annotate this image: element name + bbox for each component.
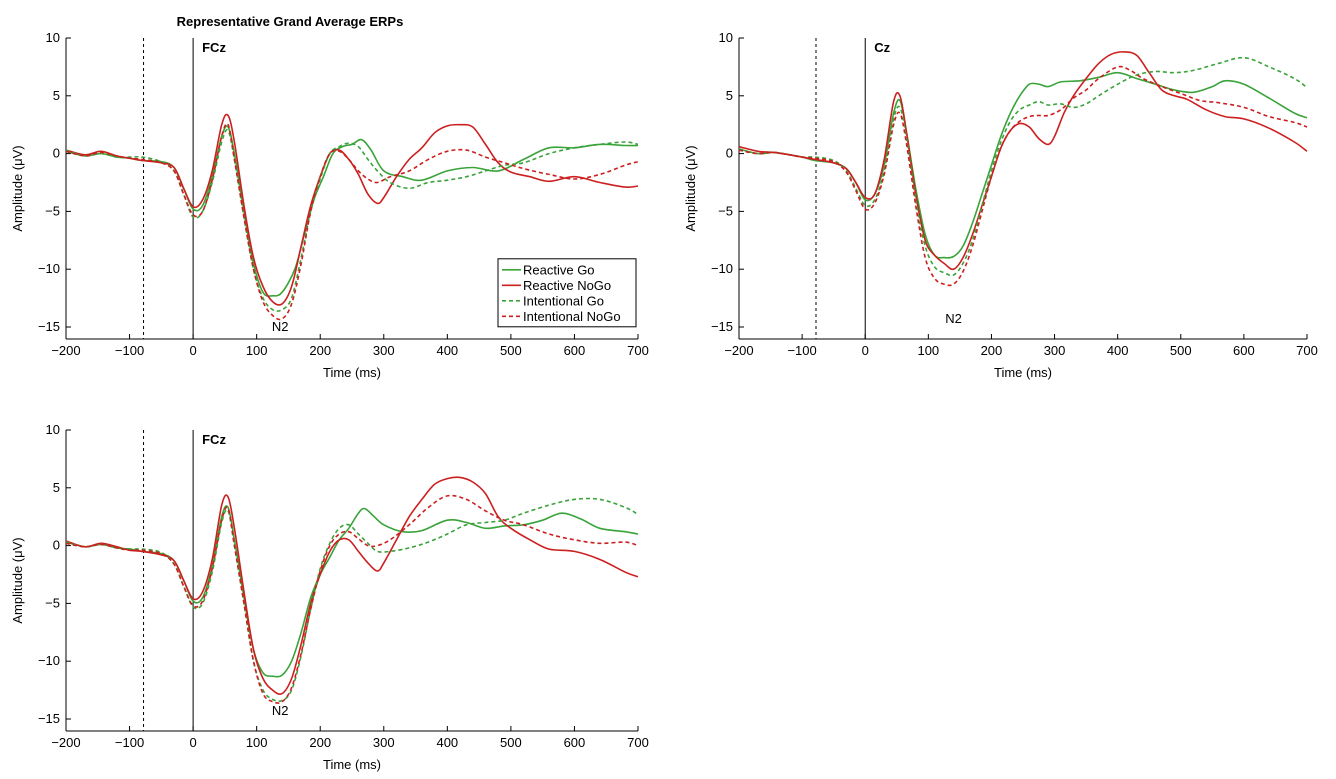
y-axis-label: Amplitude (μV) — [10, 537, 25, 623]
x-tick-label: 200 — [309, 343, 331, 358]
series-line-reactive-go — [65, 505, 639, 678]
x-tick-label: 100 — [917, 343, 939, 358]
x-tick-label: 500 — [500, 343, 522, 358]
y-tick-label: −15 — [38, 319, 60, 334]
y-tick-label: −5 — [45, 595, 60, 610]
y-tick-label: −15 — [711, 319, 733, 334]
panel-fcz-top: −200 −100 0 100 200 300 400 500 600 700 10 5 0 −5 −10 −… — [10, 30, 649, 380]
x-tick-label: 300 — [1044, 343, 1066, 358]
legend-label: Intentional Go — [523, 293, 604, 308]
x-tick-label: 0 — [862, 343, 869, 358]
y-tick-label: 0 — [53, 538, 60, 553]
channel-label: FCz — [202, 432, 226, 447]
y-axis-label: Amplitude (μV) — [10, 145, 25, 231]
series-line-intentional-nogo — [65, 494, 639, 704]
x-tick-label: 700 — [627, 735, 649, 750]
legend-label: Reactive NoGo — [523, 278, 611, 293]
y-tick-label: 5 — [53, 480, 60, 495]
x-tick-label: 400 — [436, 735, 458, 750]
series-line-intentional-nogo — [65, 122, 639, 321]
x-tick-label: −200 — [51, 735, 80, 750]
channel-label: FCz — [202, 40, 226, 55]
x-tick-label: 500 — [500, 735, 522, 750]
series-line-intentional-nogo — [738, 65, 1308, 287]
legend-label: Reactive Go — [523, 262, 595, 277]
x-tick-label: −100 — [787, 343, 816, 358]
x-tick-label: −200 — [51, 343, 80, 358]
y-tick-label: −10 — [711, 261, 733, 276]
y-tick-label: −10 — [38, 261, 60, 276]
x-tick-label: 700 — [627, 343, 649, 358]
x-tick-label: 600 — [564, 735, 586, 750]
x-tick-label: 700 — [1296, 343, 1318, 358]
x-tick-label: 100 — [246, 343, 268, 358]
y-tick-label: 10 — [719, 30, 733, 45]
y-tick-label: −5 — [45, 203, 60, 218]
y-tick-label: 5 — [726, 88, 733, 103]
y-tick-label: 5 — [53, 88, 60, 103]
x-axis-label: Time (ms) — [323, 757, 381, 772]
x-tick-label: 500 — [1170, 343, 1192, 358]
y-tick-label: 0 — [53, 146, 60, 161]
y-tick-label: 0 — [726, 146, 733, 161]
legend-label: Intentional NoGo — [523, 309, 621, 324]
x-tick-label: 300 — [373, 735, 395, 750]
x-tick-label: 300 — [373, 343, 395, 358]
series-line-reactive-go — [738, 71, 1308, 259]
panel-fcz-bottom: −200 −100 0 100 200 300 400 500 600 700 10 5 0 −5 −10 −… — [10, 422, 649, 772]
n2-annotation: N2 — [272, 703, 289, 718]
panel-cz: −200 −100 0 100 200 300 400 500 600 700 10 5 0 −5 −10 −… — [683, 30, 1318, 380]
x-axis-label: Time (ms) — [994, 365, 1052, 380]
series-line-intentional-go — [65, 497, 639, 703]
x-tick-label: 0 — [189, 735, 196, 750]
x-tick-label: 600 — [564, 343, 586, 358]
y-tick-label: −10 — [38, 653, 60, 668]
channel-label: Cz — [874, 40, 890, 55]
y-tick-label: 10 — [46, 30, 60, 45]
x-tick-label: 100 — [246, 735, 268, 750]
figure-title: Representative Grand Average ERPs — [177, 14, 404, 29]
x-tick-label: 0 — [189, 343, 196, 358]
x-tick-label: −100 — [115, 343, 144, 358]
y-axis-label: Amplitude (μV) — [683, 145, 698, 231]
series-line-reactive-nogo — [738, 51, 1308, 271]
n2-annotation: N2 — [272, 319, 289, 334]
x-tick-label: 400 — [436, 343, 458, 358]
x-tick-label: 400 — [1107, 343, 1129, 358]
x-tick-label: 200 — [309, 735, 331, 750]
x-tick-label: −200 — [724, 343, 753, 358]
x-tick-label: −100 — [115, 735, 144, 750]
series-line-reactive-nogo — [65, 476, 639, 696]
y-tick-label: 10 — [46, 422, 60, 437]
n2-annotation: N2 — [945, 311, 962, 326]
x-axis-label: Time (ms) — [323, 365, 381, 380]
y-tick-label: −5 — [718, 203, 733, 218]
x-tick-label: 200 — [981, 343, 1003, 358]
x-tick-label: 600 — [1233, 343, 1255, 358]
y-tick-label: −15 — [38, 711, 60, 726]
